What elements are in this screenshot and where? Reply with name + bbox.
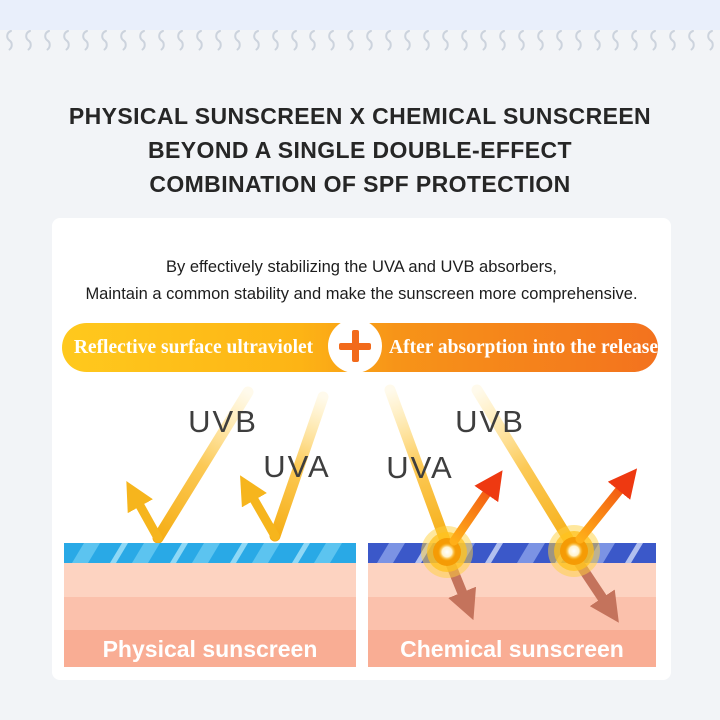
binding-hook-icon [271, 30, 279, 51]
binding-hook-icon [555, 30, 563, 51]
binding-hook-icon [404, 30, 411, 51]
physical-layer-stripes [72, 543, 342, 563]
binding-hook-icon [347, 30, 355, 51]
banner-right-label: After absorption into the release [389, 336, 658, 358]
reflected-arrows [126, 475, 280, 543]
incoming-uv-rays [152, 384, 578, 551]
page-title: PHYSICAL SUNSCREEN X CHEMICAL SUNSCREEN … [0, 99, 720, 201]
binding-hook-icon [290, 30, 298, 51]
binding-hook-icon [631, 30, 639, 51]
binding-hook-icon [480, 30, 487, 51]
binding-hook-icon [536, 30, 544, 51]
binding-hook-icon [574, 30, 582, 51]
physical-sunscreen-label: Physical sunscreen [103, 636, 318, 662]
binding-hook-icon [101, 30, 108, 51]
infographic-card: By effectively stabilizing the UVA and U… [52, 218, 671, 680]
binding-hook-icon [423, 30, 430, 51]
binding-hook-icon [82, 30, 89, 51]
chemical-sunscreen-block [368, 543, 656, 667]
binding-hook-icon [63, 30, 71, 51]
notebook-top-strip [0, 0, 720, 30]
binding-hook-icon [688, 30, 695, 51]
binding-hook-icon [6, 30, 14, 51]
left-uvb-label: UVB [188, 404, 258, 439]
uv-diagram: UVB UVA UVA UVB Physical sunscreen Chemi… [64, 384, 656, 667]
binding-hook-icon [328, 30, 336, 51]
binding-hook-icon [309, 30, 317, 51]
title-line-2: BEYOND A SINGLE DOUBLE-EFFECT [148, 137, 572, 163]
left-uva-label: UVA [263, 449, 330, 484]
binding-hook-icon [707, 30, 714, 51]
binding-hook-icon [518, 30, 525, 51]
physical-sunscreen-block [64, 543, 356, 667]
binding-hook-icon [612, 30, 620, 51]
binding-hook-icon [233, 30, 241, 51]
binding-hook-icon [650, 30, 658, 51]
binding-hook-icon [177, 30, 184, 51]
subtitle-line-2: Maintain a common stability and make the… [85, 285, 638, 303]
subtitle: By effectively stabilizing the UVA and U… [52, 254, 671, 308]
binding-hook-icon [366, 30, 374, 51]
binding-hook-icon [158, 30, 165, 51]
title-line-3: COMBINATION OF SPF PROTECTION [149, 171, 571, 197]
chemical-sunscreen-label: Chemical sunscreen [400, 636, 624, 662]
binding-hook-icon [252, 30, 260, 51]
right-uva-label: UVA [386, 450, 453, 485]
right-uvb-label: UVB [455, 404, 525, 439]
binding-hook-icon [120, 30, 127, 51]
title-line-1: PHYSICAL SUNSCREEN X CHEMICAL SUNSCREEN [68, 103, 652, 129]
plus-icon [328, 319, 382, 373]
binding-hook-icon [461, 30, 468, 51]
binding-hook-icon [139, 30, 146, 51]
subtitle-line-1: By effectively stabilizing the UVA and U… [165, 258, 557, 276]
binding-hooks [0, 29, 720, 53]
binding-hook-icon [25, 30, 33, 51]
binding-hook-icon [499, 30, 506, 51]
binding-hook-icon [442, 30, 449, 51]
binding-hook-icon [669, 30, 677, 51]
binding-hook-icon [215, 30, 222, 51]
binding-hook-icon [196, 30, 203, 51]
binding-hook-icon [44, 30, 52, 51]
release-arrows [449, 468, 638, 546]
binding-hook-icon [593, 30, 601, 51]
binding-hook-icon [385, 30, 392, 51]
banner-left-label: Reflective surface ultraviolet [73, 336, 314, 358]
